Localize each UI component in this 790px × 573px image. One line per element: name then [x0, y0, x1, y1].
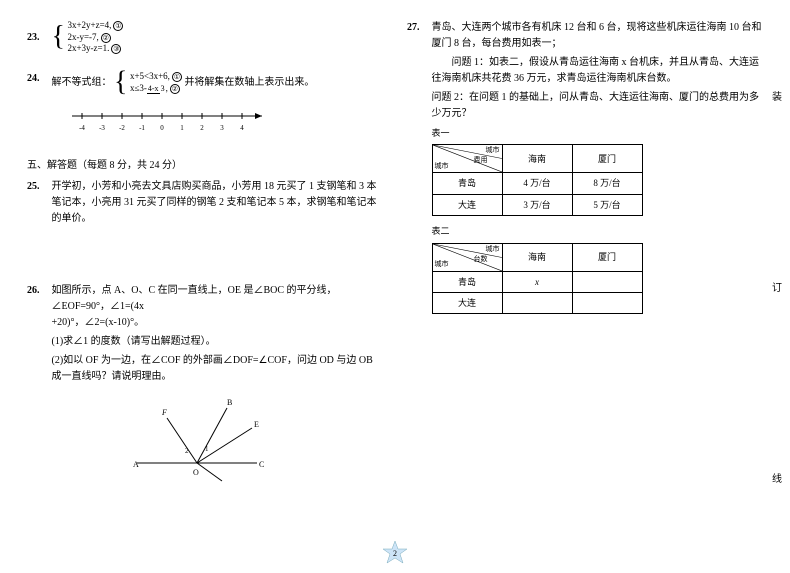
eq: x+5<3x+6,: [130, 71, 170, 81]
q26-line1b: +20)°，∠2=(x-10)°。: [52, 317, 145, 328]
table-2: 城市 台数 城市 海南 厦门 青岛x 大连: [432, 243, 643, 315]
svg-text:2: 2: [185, 447, 189, 455]
td: x: [502, 271, 572, 292]
th: 厦门: [572, 145, 642, 173]
eq-pre: x≤3-: [130, 83, 147, 93]
q23-number: 23.: [27, 30, 49, 46]
eq-marker: ①: [172, 72, 182, 82]
bind-mark: 线: [772, 470, 782, 485]
q24-trail: 并将解集在数轴上表示出来。: [184, 77, 314, 88]
question-27: 27. 青岛、大连两个城市各有机床 12 台和 6 台，现将这些机床运往海南 1…: [407, 20, 763, 322]
svg-text:-2: -2: [119, 124, 125, 132]
binding-marks: 装 订 线: [770, 0, 784, 573]
svg-text:-4: -4: [79, 124, 85, 132]
diag-header: 城市 费用 城市: [432, 145, 502, 173]
q24-equations: x+5<3x+6,① x≤3-4-x3,②: [130, 71, 182, 94]
question-26: 26. 如图所示，点 A、O、C 在同一直线上，OE 是∠BOC 的平分线，∠E…: [27, 283, 383, 489]
eq: 2x-y=-7,: [67, 32, 98, 42]
angle-figure: A O C B E F 1 2: [127, 393, 383, 489]
question-25: 25. 开学初，小芳和小亮去文具店购买商品，小芳用 18 元买了 1 支钢笔和 …: [27, 179, 383, 267]
number-line: -4 -3 -2 -1 0 1 2 3 4: [67, 106, 383, 140]
td: 4 万/台: [502, 173, 572, 194]
table2-label: 表二: [432, 224, 762, 238]
q26-number: 26.: [27, 283, 49, 299]
fraction: 4-x3: [147, 85, 166, 93]
brace-icon: {: [52, 21, 65, 52]
brace-icon: {: [114, 66, 127, 97]
th: 厦门: [572, 243, 642, 271]
svg-text:F: F: [161, 408, 167, 417]
left-column: 23. { 3x+2y+z=4,① 2x-y=-7,② 2x+3y-z=1.③ …: [15, 20, 395, 553]
td: [502, 292, 572, 313]
svg-text:A: A: [133, 460, 139, 469]
right-column: 27. 青岛、大连两个城市各有机床 12 台和 6 台，现将这些机床运往海南 1…: [395, 20, 775, 553]
eq-marker: ①: [113, 21, 123, 31]
q26-part2: (2)如以 OF 为一边，在∠COF 的外部画∠DOF=∠COF，问边 OD 与…: [52, 353, 382, 385]
q27-intro: 青岛、大连两个城市各有机床 12 台和 6 台，现将这些机床运往海南 10 台和…: [432, 22, 762, 49]
svg-text:3: 3: [220, 124, 224, 132]
svg-text:E: E: [254, 420, 259, 429]
bind-mark: 装: [772, 88, 782, 103]
svg-text:-3: -3: [99, 124, 105, 132]
q24-number: 24.: [27, 71, 49, 87]
th: 海南: [502, 243, 572, 271]
svg-text:2: 2: [393, 549, 397, 558]
answer-space: [27, 227, 383, 267]
page-star-icon: 2: [382, 540, 408, 569]
eq-marker: ②: [170, 84, 180, 94]
eq: 3x+2y+z=4,: [67, 20, 111, 30]
svg-text:1: 1: [205, 445, 209, 453]
svg-text:C: C: [259, 460, 264, 469]
td: 青岛: [432, 271, 502, 292]
q25-number: 25.: [27, 179, 49, 195]
eq: 2x+3y-z=1.: [67, 43, 109, 53]
td: [572, 271, 642, 292]
eq-post: ,: [166, 83, 168, 93]
q23-equations: 3x+2y+z=4,① 2x-y=-7,② 2x+3y-z=1.③: [67, 20, 123, 55]
svg-text:-1: -1: [139, 124, 145, 132]
td: 3 万/台: [502, 194, 572, 215]
q24-lead: 解不等式组：: [52, 77, 112, 88]
eq-marker: ③: [111, 44, 121, 54]
svg-text:1: 1: [180, 124, 184, 132]
diag-header: 城市 台数 城市: [432, 243, 502, 271]
svg-text:B: B: [227, 398, 232, 407]
td: 大连: [432, 292, 502, 313]
bind-mark: 订: [772, 279, 782, 294]
q25-text: 开学初，小芳和小亮去文具店购买商品，小芳用 18 元买了 1 支钢笔和 3 本笔…: [52, 179, 382, 227]
question-24: 24. 解不等式组： { x+5<3x+6,① x≤3-4-x3,② 并将解集在…: [27, 71, 383, 140]
q27-p1: 问题 1：如表二，假设从青岛运往海南 x 台机床，并且从青岛、大连运往海南机床共…: [432, 55, 762, 87]
td: [572, 292, 642, 313]
q26-part1: (1)求∠1 的度数（请写出解题过程）。: [52, 334, 382, 350]
section-5-title: 五、解答题（每题 8 分，共 24 分）: [27, 156, 383, 171]
table-1: 城市 费用 城市 海南 厦门 青岛4 万/台8 万/台 大连3 万/台5 万/台: [432, 144, 643, 216]
question-23: 23. { 3x+2y+z=4,① 2x-y=-7,② 2x+3y-z=1.③: [27, 20, 383, 55]
q27-p2: 问题 2：在问题 1 的基础上，问从青岛、大连运往海南、厦门的总费用为多少万元？: [432, 90, 762, 122]
td: 8 万/台: [572, 173, 642, 194]
td: 青岛: [432, 173, 502, 194]
eq-marker: ②: [101, 33, 111, 43]
svg-text:4: 4: [240, 124, 244, 132]
q26-line1a: 如图所示，点 A、O、C 在同一直线上，OE 是∠BOC 的平分线，∠EOF=9…: [52, 285, 337, 312]
table1-label: 表一: [432, 126, 762, 140]
svg-text:O: O: [193, 468, 199, 477]
th: 海南: [502, 145, 572, 173]
td: 5 万/台: [572, 194, 642, 215]
q27-number: 27.: [407, 20, 429, 36]
td: 大连: [432, 194, 502, 215]
svg-text:0: 0: [160, 124, 164, 132]
svg-text:2: 2: [200, 124, 204, 132]
